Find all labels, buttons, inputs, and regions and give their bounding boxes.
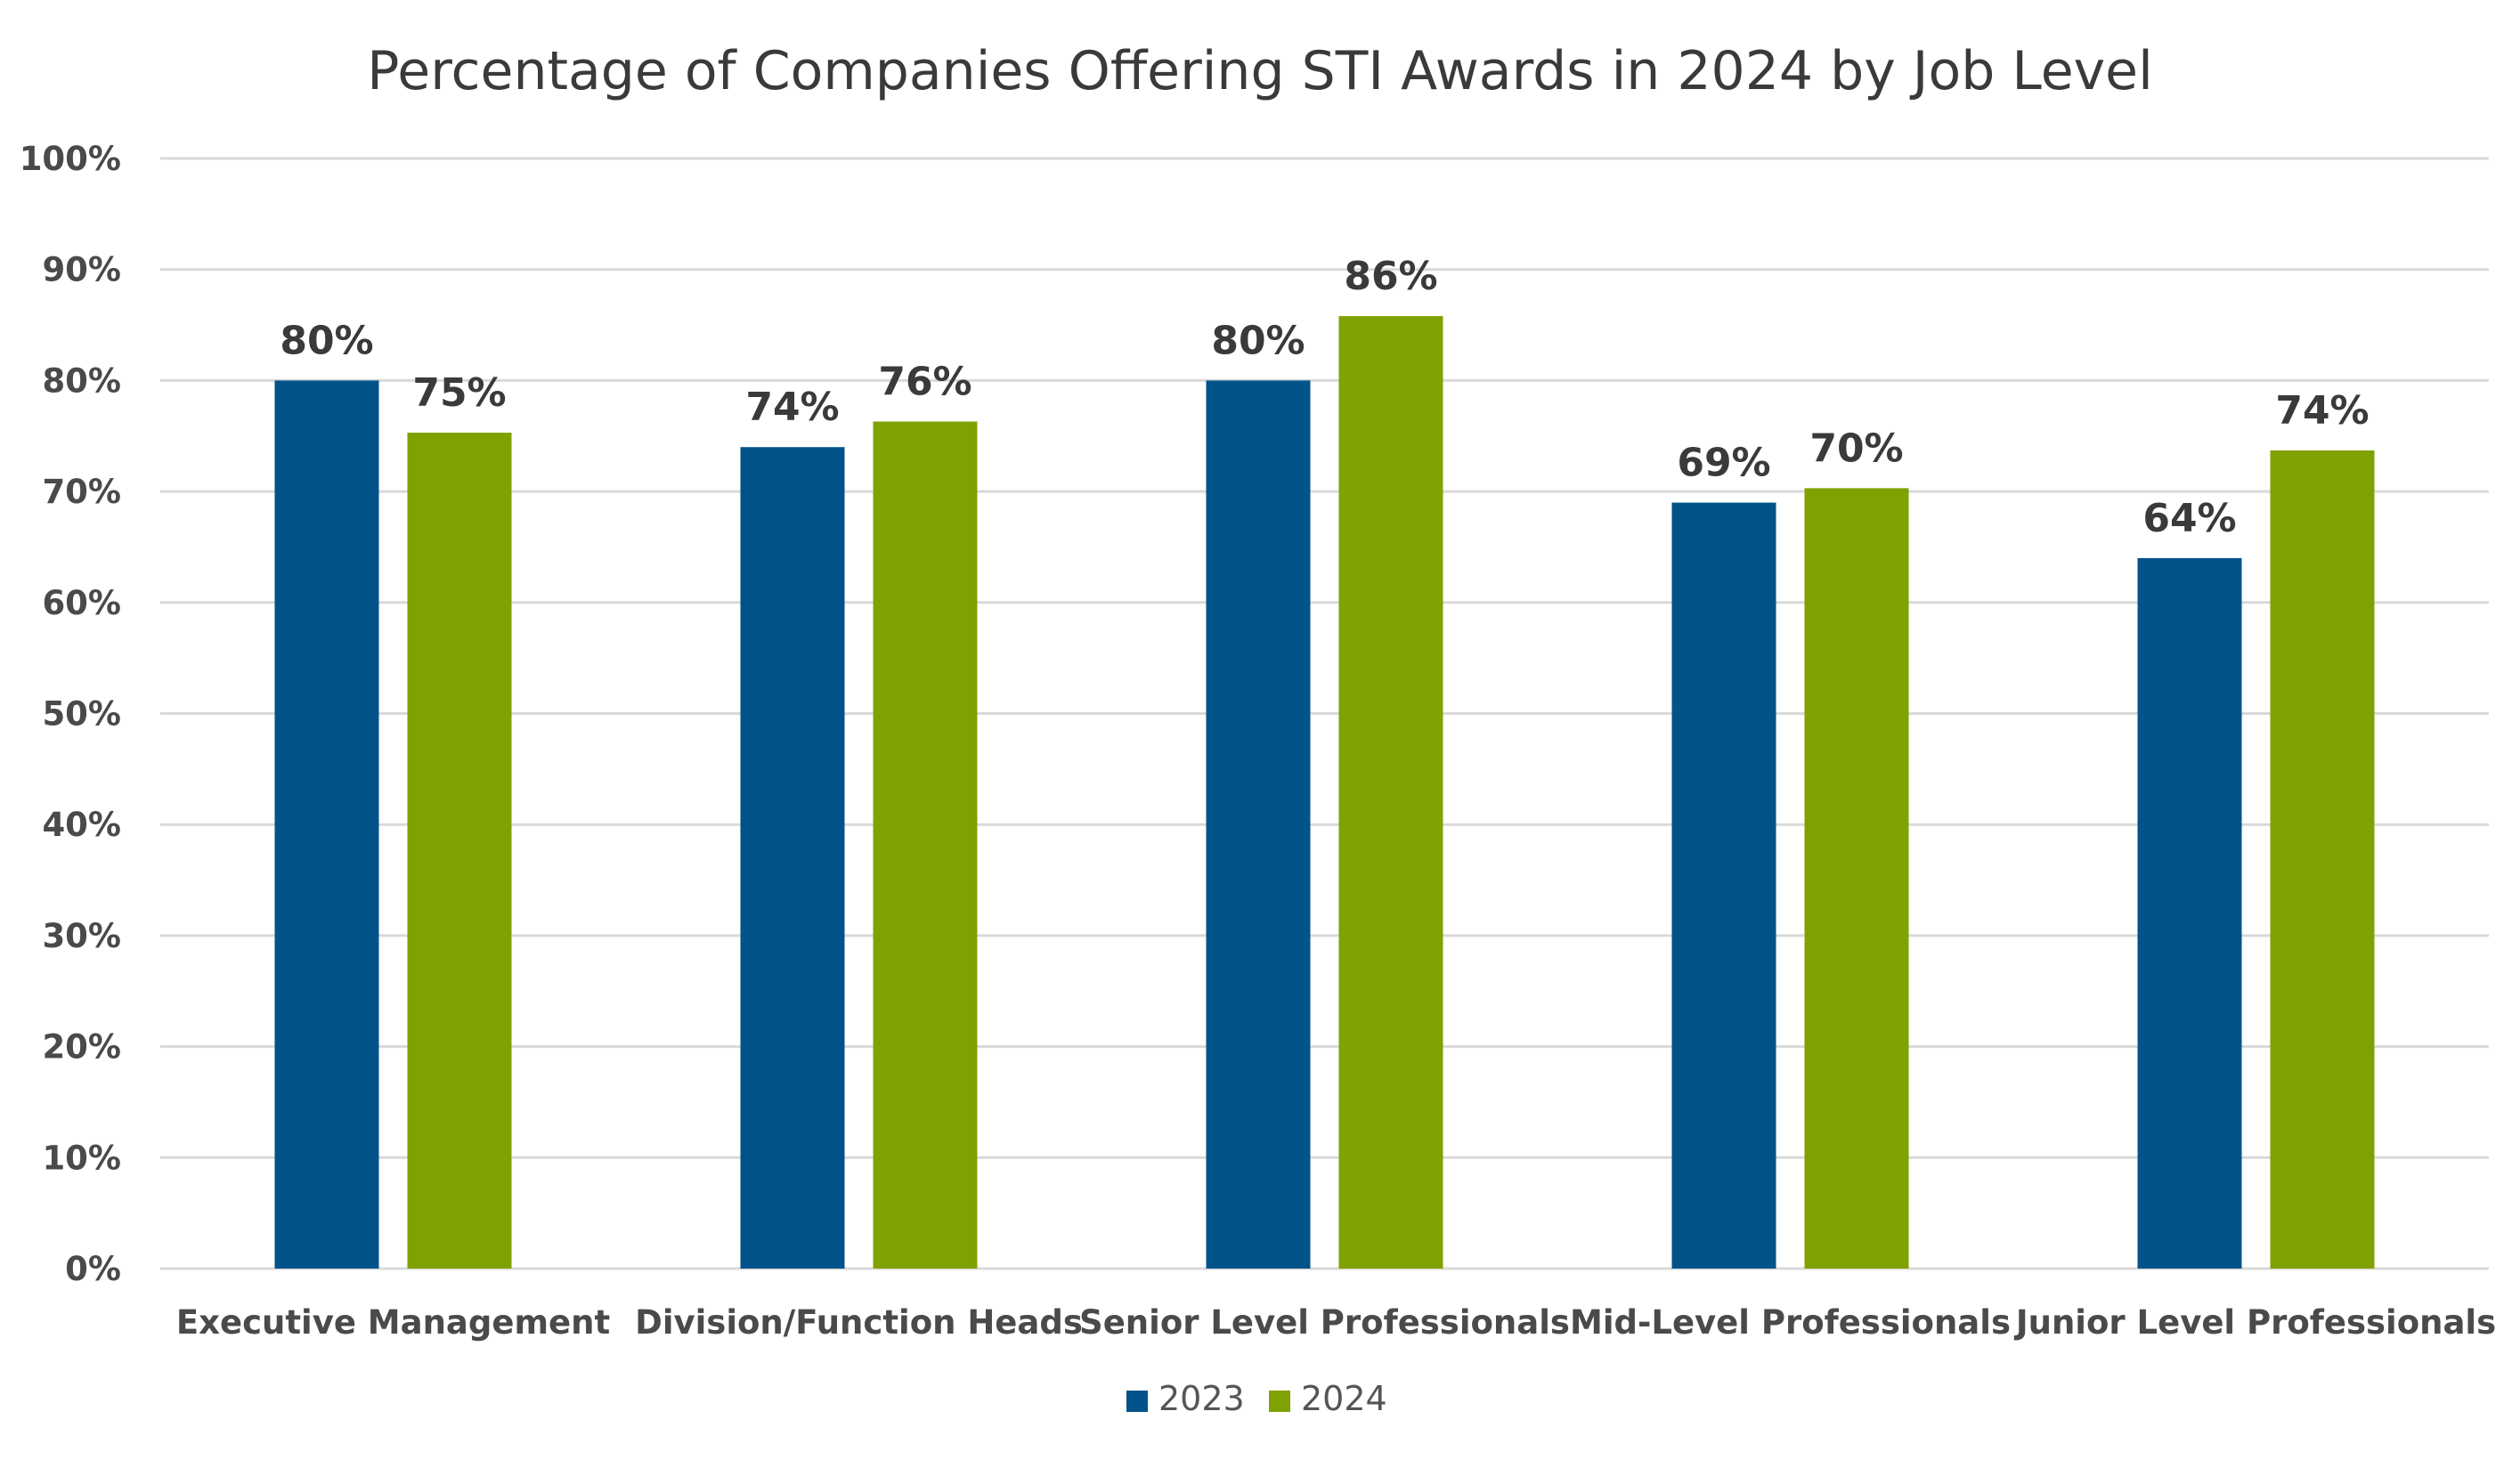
legend-label: 2024 — [1301, 1379, 1387, 1418]
bar-2023-5 — [2137, 557, 2242, 1269]
x-category-label: Senior Level Professionals — [1079, 1303, 1570, 1342]
y-tick-label: 30% — [42, 917, 121, 955]
x-category-label: Executive Management — [176, 1303, 610, 1342]
y-tick-label: 60% — [42, 584, 121, 622]
bar-2024-2 — [873, 421, 978, 1269]
bar-2024-5 — [2270, 450, 2375, 1269]
data-label: 64% — [2142, 496, 2236, 541]
y-tick-label: 10% — [42, 1139, 121, 1177]
data-label: 75% — [412, 370, 506, 416]
data-label: 70% — [1809, 426, 1903, 471]
legend-label: 2023 — [1158, 1379, 1245, 1418]
bar-2023-2 — [740, 447, 845, 1269]
bars — [274, 316, 2375, 1269]
bar-2023-4 — [1671, 502, 1776, 1269]
chart-title: Percentage of Companies Offering STI Awa… — [367, 40, 2153, 102]
legend-swatch-2024 — [1269, 1391, 1290, 1412]
data-label: 76% — [878, 360, 971, 405]
x-category-label: Division/Function Heads — [635, 1303, 1083, 1342]
y-tick-label: 20% — [42, 1028, 121, 1067]
data-label: 74% — [745, 385, 839, 430]
y-tick-label: 40% — [42, 806, 121, 844]
legend: 2023 2024 — [1126, 1379, 1387, 1418]
data-label: 80% — [280, 318, 373, 363]
y-tick-label: 90% — [42, 251, 121, 289]
bar-2024-4 — [1804, 488, 1909, 1269]
y-tick-label: 100% — [20, 140, 121, 178]
y-tick-label: 50% — [42, 695, 121, 734]
bar-2024-3 — [1338, 316, 1443, 1269]
data-label: 74% — [2275, 388, 2369, 434]
y-tick-label: 0% — [65, 1250, 121, 1288]
gridlines — [160, 157, 2489, 1270]
y-tick-label: 70% — [42, 473, 121, 511]
y-axis-ticks: 0% 10% 20% 30% 40% 50% 60% 70% 80% 90% 100% — [20, 140, 121, 1288]
bar-2023-3 — [1206, 380, 1311, 1269]
data-label: 80% — [1211, 318, 1305, 363]
bar-2023-1 — [274, 380, 379, 1269]
bar-2024-1 — [407, 433, 512, 1269]
x-category-label: Mid-Level Professionals — [1570, 1303, 2011, 1342]
y-tick-label: 80% — [42, 361, 121, 400]
data-label: 69% — [1677, 441, 1770, 486]
x-category-label: Junior Level Professionals — [2013, 1303, 2496, 1342]
data-label: 86% — [1344, 254, 1437, 299]
legend-swatch-2023 — [1126, 1391, 1148, 1412]
x-axis-categories: Executive Management Division/Function He… — [176, 1303, 2496, 1342]
data-labels: 80% 75% 74% 76% 80% 86% 69% 70% 64% 74% — [280, 254, 2369, 541]
